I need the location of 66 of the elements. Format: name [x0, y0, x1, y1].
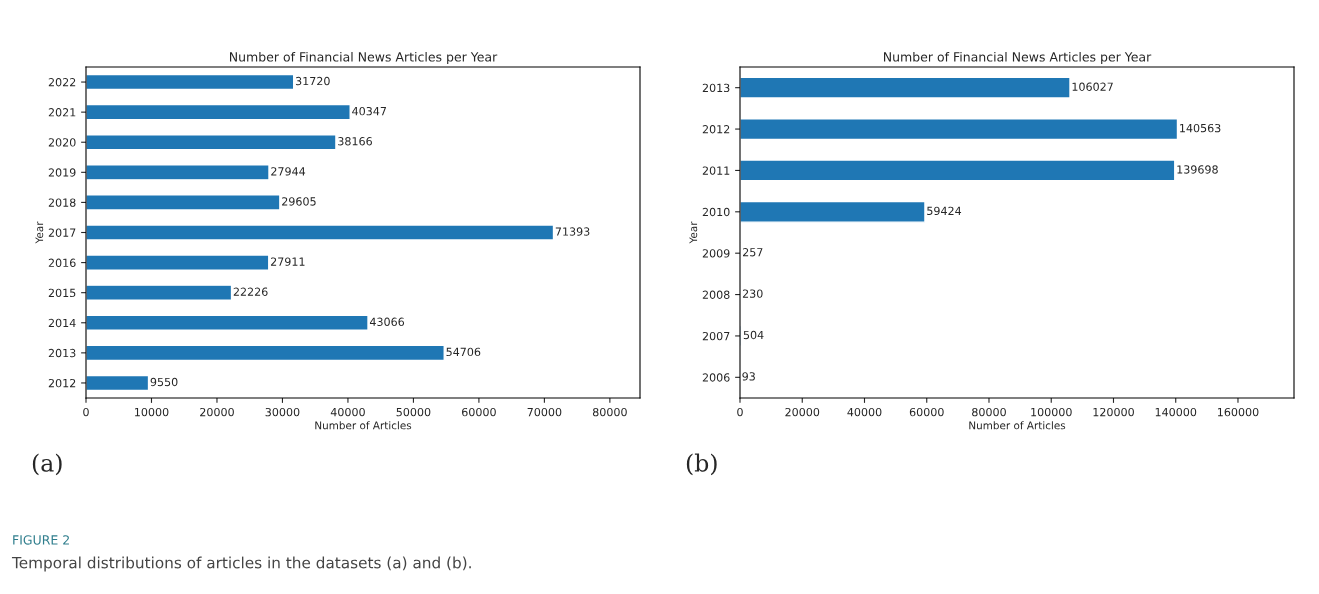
y-tick-label: 2022: [48, 78, 76, 87]
data-label: 106027: [1072, 82, 1113, 91]
y-tick-label: 2016: [48, 258, 76, 267]
x-tick-label: 60000: [909, 407, 944, 417]
y-tick-label: 2007: [702, 331, 730, 341]
y-tick-label: 2020: [48, 138, 76, 147]
x-tick-label: 0: [83, 407, 89, 417]
x-tick-label: 120000: [1093, 407, 1134, 417]
x-tick-label: 40000: [847, 407, 882, 417]
x-axis-title: Number of Articles: [969, 421, 1066, 430]
caption: FIGURE 2: [13, 535, 69, 545]
data-label: 27911: [270, 257, 305, 266]
data-label: 9550: [150, 377, 178, 387]
text: Temporal distributions of articles in the datasets (a) and (b).: [11, 556, 471, 572]
x-tick-label: 50000: [396, 407, 431, 417]
data-label: 140563: [1180, 123, 1221, 133]
x-tick-label: 10000: [135, 407, 169, 417]
x-tick-label: 70000: [527, 407, 562, 417]
y-tick-label: 2014: [48, 318, 76, 328]
x-tick-label: 20000: [785, 407, 820, 417]
x-tick-label: 100000: [1031, 407, 1072, 417]
y-tick-label: 2013: [702, 83, 730, 93]
y-tick-label: 2012: [48, 378, 76, 388]
data-label: 38166: [338, 137, 372, 146]
y-tick-label: 2021: [48, 108, 76, 117]
data-label: 257: [743, 248, 763, 257]
x-tick-label: 80000: [972, 407, 1006, 417]
y-tick-label: 2013: [48, 348, 76, 358]
data-label: 71393: [555, 227, 590, 236]
data-label: 54706: [446, 347, 481, 357]
y-tick-label: 2008: [702, 290, 730, 299]
data-label: 27944: [271, 167, 306, 176]
x-tick-label: 0: [737, 407, 743, 417]
y-tick-label: 2010: [702, 207, 730, 217]
data-label: 230: [742, 289, 763, 298]
y-axis-title: Year: [689, 221, 698, 244]
y-tick-label: 2019: [48, 168, 76, 177]
x-tick-label: 60000: [462, 407, 496, 417]
y-axis-title: Year: [35, 221, 44, 244]
chart-title: Number of Financial News Articles per Year: [884, 51, 1152, 65]
y-tick-label: 2017: [48, 228, 76, 237]
data-label: 43066: [369, 317, 405, 326]
data-label: 93: [742, 372, 755, 381]
x-tick-label: 30000: [265, 407, 300, 417]
chart-title: Number of Financial News Articles per Year: [230, 51, 498, 65]
data-label: 31720: [295, 76, 330, 86]
data-label: 22226: [233, 287, 268, 296]
y-tick-label: 2009: [702, 249, 730, 258]
data-label: 59424: [927, 206, 962, 216]
text: (b): [686, 453, 717, 476]
y-tick-label: 2011: [702, 166, 730, 175]
data-label: 29605: [282, 197, 316, 206]
x-tick-label: 140000: [1155, 407, 1197, 417]
x-tick-label: 20000: [200, 407, 234, 417]
data-label: 504: [743, 330, 764, 340]
x-tick-label: 80000: [592, 407, 627, 417]
text: (a): [32, 453, 62, 476]
y-tick-label: 2015: [48, 288, 76, 298]
x-tick-label: 40000: [330, 407, 365, 417]
x-axis-title: Number of Articles: [315, 421, 412, 430]
y-tick-label: 2006: [702, 373, 730, 382]
x-tick-label: 160000: [1217, 407, 1259, 417]
data-label: 40347: [352, 106, 386, 116]
y-tick-label: 2018: [48, 198, 76, 207]
data-label: 139698: [1177, 165, 1218, 174]
y-tick-label: 2012: [702, 125, 730, 134]
